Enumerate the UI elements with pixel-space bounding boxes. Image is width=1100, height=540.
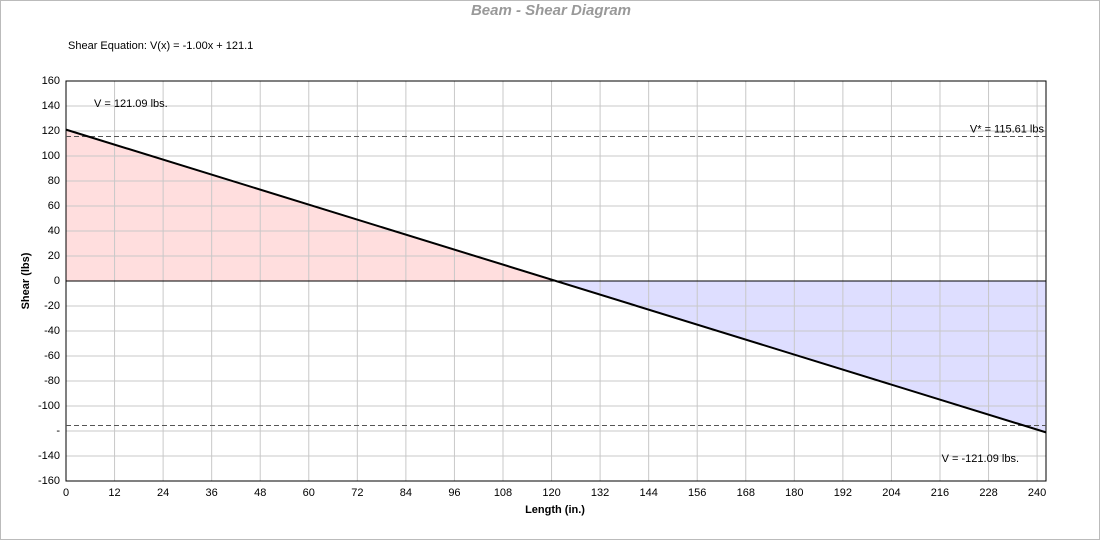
- equation: Shear Equation: V(x) = -1.00x + 121.1: [68, 40, 253, 52]
- y-tick-label: 60: [48, 200, 60, 212]
- x-tick-label: 240: [1028, 487, 1046, 499]
- x-tick-label: 24: [157, 487, 169, 499]
- x-tick-label: 204: [882, 487, 900, 499]
- x-axis-label: Length (in.): [525, 504, 585, 516]
- x-tick-label: 180: [785, 487, 803, 499]
- y-axis-label: Shear (lbs): [20, 252, 32, 309]
- y-tick-label: 100: [42, 150, 60, 162]
- x-tick-label: 0: [63, 487, 69, 499]
- y-tick-label: 80: [48, 175, 60, 187]
- x-tick-label: 96: [448, 487, 460, 499]
- y-tick-label: 120: [42, 125, 60, 137]
- x-tick-label: 60: [303, 487, 315, 499]
- y-tick-label: -60: [44, 350, 60, 362]
- y-tick-label: -100: [38, 400, 60, 412]
- x-tick-label: 228: [979, 487, 997, 499]
- x-tick-label: 168: [737, 487, 755, 499]
- y-tick-label: 40: [48, 225, 60, 237]
- y-tick-label: 140: [42, 100, 60, 112]
- annotation: V = 121.09 lbs.: [94, 98, 168, 110]
- y-tick-label: -20: [44, 300, 60, 312]
- annotation: V = -121.09 lbs.: [942, 453, 1019, 465]
- x-tick-label: 84: [400, 487, 412, 499]
- x-tick-label: 108: [494, 487, 512, 499]
- reference-label: V* = 115.61 lbs: [970, 123, 1045, 135]
- y-tick-label: 160: [42, 75, 60, 87]
- x-tick-label: 12: [108, 487, 120, 499]
- x-tick-label: 48: [254, 487, 266, 499]
- x-tick-label: 192: [834, 487, 852, 499]
- shear-line: [65, 128, 1047, 434]
- y-tick-label: -: [56, 425, 60, 437]
- x-tick-label: 216: [931, 487, 949, 499]
- x-tick-label: 120: [542, 487, 560, 499]
- x-tick-label: 132: [591, 487, 609, 499]
- y-tick-label: -140: [38, 450, 60, 462]
- y-tick-label: -40: [44, 325, 60, 337]
- y-tick-label: -160: [38, 475, 60, 487]
- y-tick-label: 0: [54, 275, 60, 287]
- y-tick-label: 20: [48, 250, 60, 262]
- y-tick-label: -80: [44, 375, 60, 387]
- x-tick-label: 72: [351, 487, 363, 499]
- chart-title: Beam - Shear Diagram: [471, 2, 631, 19]
- x-tick-label: 36: [206, 487, 218, 499]
- x-tick-label: 156: [688, 487, 706, 499]
- x-tick-label: 144: [639, 487, 657, 499]
